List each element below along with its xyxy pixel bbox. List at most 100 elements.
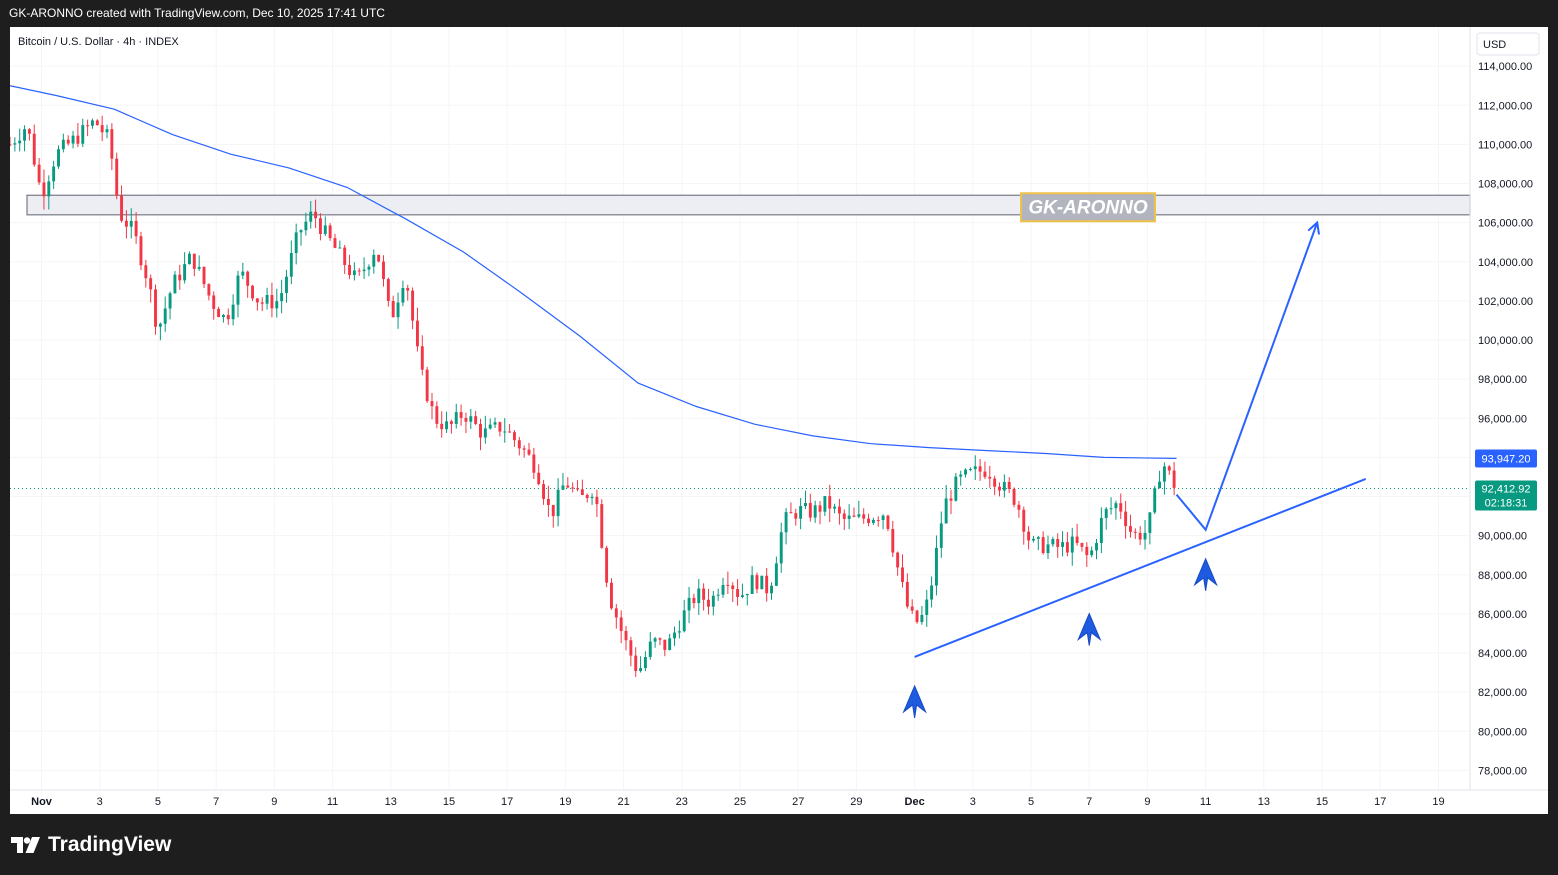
- date-tick: 7: [213, 796, 219, 808]
- candle: [396, 292, 400, 329]
- candle-body: [629, 640, 633, 656]
- tradingview-logo[interactable]: TradingView: [11, 832, 171, 858]
- candle-body: [571, 487, 575, 489]
- candle: [978, 458, 982, 481]
- candle-body: [1167, 466, 1171, 471]
- candle: [905, 573, 909, 609]
- candle: [862, 508, 866, 524]
- candle: [275, 288, 279, 318]
- time-axis[interactable]: Nov 3 5 7 9 11 13 15 17 19 21 23 25 27 29 Dec 3 5 7 9 11 13 15…: [31, 796, 1444, 808]
- candle-body: [740, 595, 744, 597]
- candle-body: [285, 276, 288, 294]
- candle-body: [275, 301, 279, 309]
- candle: [255, 298, 259, 311]
- candle-body: [542, 484, 546, 499]
- candle-body: [1172, 470, 1176, 488]
- projection-arrowhead: [1307, 220, 1321, 235]
- candle-body: [600, 504, 604, 548]
- candle: [285, 269, 288, 303]
- candle: [357, 268, 361, 276]
- candle-body: [580, 489, 584, 495]
- candle-body: [100, 125, 104, 133]
- candle: [964, 468, 968, 478]
- projection-path[interactable]: [1175, 222, 1319, 532]
- price-tick: 106,000.00: [1478, 218, 1533, 230]
- date-tick: 15: [443, 796, 455, 808]
- ma-price-label: 93,947.20: [1482, 453, 1531, 465]
- candle: [100, 115, 104, 142]
- candle: [420, 335, 424, 376]
- candle-body: [668, 638, 672, 651]
- candle: [333, 233, 337, 249]
- candle: [818, 501, 822, 525]
- price-tick: 104,000.00: [1478, 257, 1533, 269]
- candle: [1022, 506, 1026, 545]
- candle-body: [537, 472, 541, 485]
- chart-frame[interactable]: Bitcoin / U.S. Dollar · 4h · INDEX USD 1…: [10, 27, 1548, 814]
- candle-body: [1007, 481, 1011, 489]
- date-tick: 27: [792, 796, 804, 808]
- candle: [91, 118, 94, 129]
- candle-body: [309, 211, 313, 222]
- price-chart[interactable]: Bitcoin / U.S. Dollar · 4h · INDEX USD 1…: [10, 27, 1548, 814]
- candle: [1099, 507, 1103, 554]
- candle-body: [396, 302, 400, 318]
- candle: [682, 599, 686, 633]
- candle: [236, 270, 240, 318]
- candle-body: [18, 140, 22, 144]
- candle-body: [289, 253, 293, 277]
- currency-button[interactable]: USD: [1476, 32, 1540, 56]
- candle: [770, 582, 773, 600]
- candle: [663, 639, 667, 657]
- candle: [163, 296, 167, 332]
- candle-body: [377, 254, 381, 262]
- candle: [673, 626, 676, 646]
- candle-body: [1138, 532, 1142, 540]
- support-trendline[interactable]: [914, 478, 1367, 658]
- candle: [658, 637, 662, 646]
- candle: [13, 137, 17, 152]
- candle: [726, 571, 730, 595]
- candle-body: [202, 266, 206, 285]
- candle-body: [91, 120, 94, 126]
- candle: [42, 169, 46, 210]
- candle: [934, 535, 938, 596]
- candle-body: [750, 575, 754, 594]
- candle: [1167, 465, 1171, 475]
- candle-body: [52, 166, 56, 182]
- candle-body: [765, 575, 769, 594]
- candle-body: [799, 506, 803, 519]
- candle-body: [221, 315, 225, 318]
- candle-body: [1129, 526, 1132, 532]
- candle-body: [445, 421, 448, 430]
- candle-body: [585, 494, 589, 499]
- candle: [949, 489, 953, 515]
- candle: [105, 124, 109, 139]
- candle: [610, 578, 613, 610]
- candle-body: [576, 488, 579, 490]
- candle: [362, 257, 366, 279]
- resistance-zone[interactable]: [26, 194, 1471, 216]
- attribution-text: GK-ARONNO created with TradingView.com, …: [9, 6, 385, 20]
- candle-body: [406, 287, 410, 291]
- candle-body: [255, 298, 259, 303]
- date-tick: 19: [559, 796, 571, 808]
- candle-body: [183, 264, 187, 281]
- candle: [1027, 526, 1031, 550]
- candle-body: [149, 278, 153, 290]
- candle-body: [231, 304, 235, 320]
- candle-body: [464, 417, 468, 422]
- candle-body: [1119, 503, 1123, 512]
- candle-body: [833, 506, 837, 509]
- candle-body: [173, 274, 177, 294]
- candle: [241, 262, 245, 280]
- moving-average-line[interactable]: [10, 85, 1177, 459]
- candle-body: [716, 594, 720, 596]
- date-tick: 29: [850, 796, 862, 808]
- date-tick: 19: [1432, 796, 1444, 808]
- candle: [954, 472, 958, 502]
- last-price-label-box: [1475, 480, 1537, 511]
- candle-body: [643, 657, 647, 669]
- candle-body: [905, 582, 909, 607]
- candle-body: [265, 294, 269, 304]
